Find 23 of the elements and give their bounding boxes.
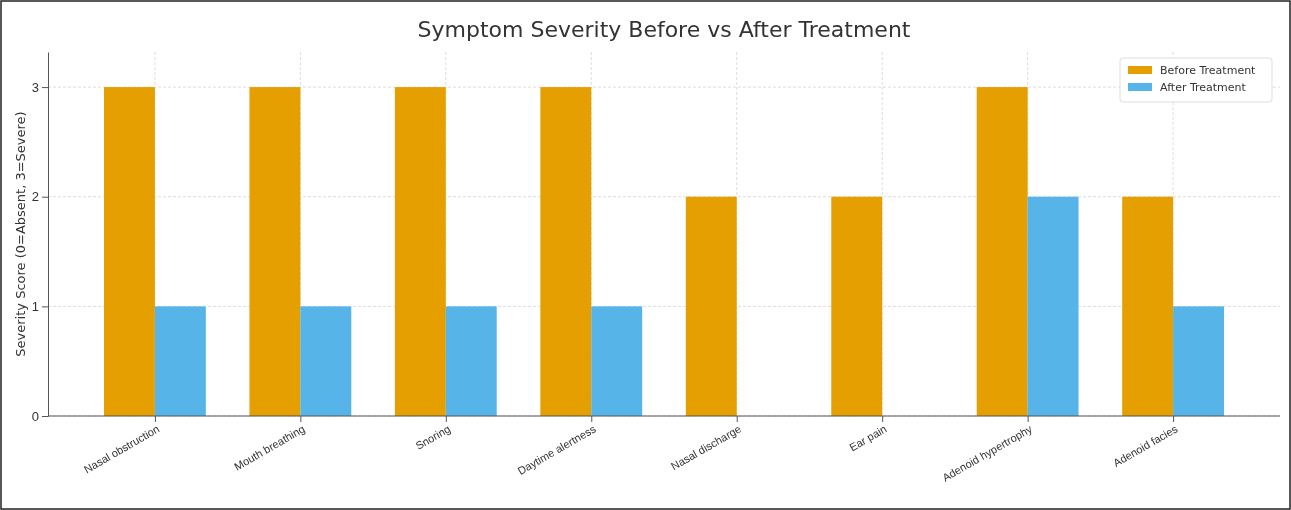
y-axis-title: Severity Score (0=Absent, 3=Severe) (13, 111, 28, 357)
bar (591, 306, 643, 416)
bar (300, 306, 352, 416)
y-tick-label: 2 (31, 189, 39, 205)
y-tick-label: 1 (31, 299, 39, 315)
bar (1122, 196, 1174, 416)
bar (1173, 306, 1224, 416)
bar (976, 87, 1028, 416)
y-tick-label: 3 (31, 79, 39, 95)
bar (831, 196, 883, 416)
bar (154, 306, 206, 416)
bar (445, 306, 497, 416)
x-tick-label: Ear pain (847, 422, 889, 454)
bar (540, 87, 592, 416)
legend-label: After Treatment (1160, 81, 1247, 94)
y-tick-label: 0 (31, 408, 39, 424)
bar (685, 196, 737, 416)
legend-label: Before Treatment (1160, 64, 1257, 77)
bar (104, 87, 155, 416)
bar (394, 87, 446, 416)
chart-title: Symptom Severity Before vs After Treatment (417, 17, 911, 42)
bar (249, 87, 301, 416)
bar (1027, 196, 1079, 416)
